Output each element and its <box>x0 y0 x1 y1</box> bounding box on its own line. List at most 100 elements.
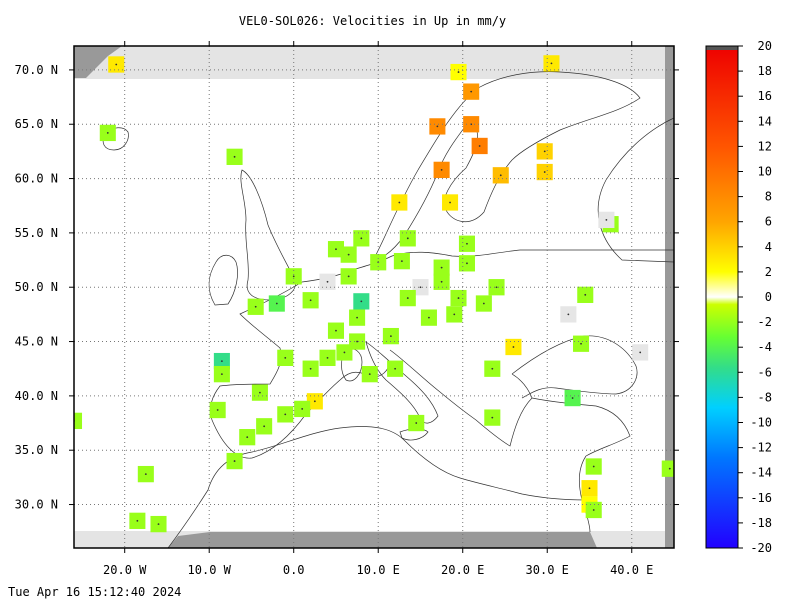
colorbar-tick-label: 10 <box>758 165 772 179</box>
gnss-station-marker <box>482 302 485 305</box>
lon-tick-label: 30.0 E <box>526 563 569 577</box>
gnss-station-marker <box>478 145 481 147</box>
gnss-station-marker <box>406 237 409 240</box>
colorbar-tick-label: -14 <box>750 466 772 480</box>
colorbar-tick-label: 12 <box>758 139 772 153</box>
colorbar-tick-label: 2 <box>765 265 772 279</box>
gnss-station-marker <box>233 155 236 158</box>
gnss-station-marker <box>440 280 443 283</box>
gnss-station-marker <box>415 422 418 424</box>
gnss-station-marker <box>592 465 595 468</box>
gnss-station-marker <box>254 305 257 308</box>
gnss-station-marker <box>419 286 422 289</box>
gnss-station-marker <box>157 523 160 525</box>
lon-tick-label: 20.0 E <box>441 563 484 577</box>
gnss-station-marker <box>246 436 249 439</box>
lon-tick-label: 10.0 E <box>357 563 400 577</box>
gnss-station-marker <box>639 351 642 354</box>
gnss-station-marker <box>136 519 139 522</box>
north-africa-coast <box>167 426 587 548</box>
gnss-station-marker <box>313 400 316 403</box>
lat-tick-label: 50.0 N <box>15 280 58 294</box>
gnss-station-marker <box>326 280 329 283</box>
colorbar-tick-label: -16 <box>750 491 772 505</box>
gnss-station-marker <box>360 300 363 303</box>
lat-tick-label: 45.0 N <box>15 335 58 349</box>
map-background <box>74 46 674 548</box>
gnss-station-marker <box>356 340 358 343</box>
western-europe-coast <box>210 281 391 459</box>
lat-tick-label: 65.0 N <box>15 117 58 131</box>
velocity-cell <box>74 412 83 430</box>
gnss-station-marker <box>491 367 494 370</box>
axis-ticks: 20.0 W 10.0 W 0.0 10.0 E 20.0 E 30.0 E 40.0 E 7… <box>15 41 679 577</box>
gnss-station-marker <box>457 297 460 299</box>
gnss-station-marker <box>326 356 329 359</box>
gnss-station-marker <box>543 171 546 173</box>
land-masses <box>74 46 674 548</box>
gnss-station-marker <box>495 286 498 289</box>
lon-tick-label: 0.0 <box>283 563 305 577</box>
gnss-station-marker <box>440 266 443 269</box>
map-title: VEL0-SOL026: Velocities in Up in mm/y <box>238 14 507 28</box>
lon-tick-label: 10.0 W <box>188 563 232 577</box>
colorbar-tick-label: -4 <box>758 340 772 354</box>
gnss-station-marker <box>284 356 287 359</box>
russia-coast <box>597 117 674 263</box>
colorbar: 20181614121086420-2-4-6-8-10-12-14-16-18… <box>705 39 772 555</box>
arctic-band <box>74 46 674 79</box>
gnss-station-marker <box>259 391 261 394</box>
gnss-station-marker <box>233 460 236 462</box>
colorbar-tick-label: 4 <box>765 240 772 254</box>
gnss-station-marker <box>588 487 591 490</box>
colorbar-tick-label: 6 <box>765 215 772 229</box>
gnss-station-marker <box>347 253 350 256</box>
gnss-station-marker <box>343 351 346 354</box>
gnss-station-marker <box>668 467 671 470</box>
gnss-station-marker <box>543 150 546 153</box>
gnss-station-marker <box>106 132 109 134</box>
iceland-coast <box>102 127 129 151</box>
lat-tick-label: 30.0 N <box>15 498 58 512</box>
gnss-station-marker <box>335 329 337 332</box>
gnss-station-marker <box>466 262 468 265</box>
baltic-south-coast <box>301 249 674 283</box>
velocity-cells <box>74 55 674 533</box>
gnss-station-marker <box>390 335 392 338</box>
lat-tick-label: 40.0 N <box>15 389 58 403</box>
colorbar-tick-label: -12 <box>750 441 772 455</box>
africa-mainland <box>168 532 597 548</box>
colorbar-tick-label: 16 <box>758 89 772 103</box>
gnss-station-marker <box>571 397 574 399</box>
gnss-station-marker <box>491 416 494 419</box>
gnss-station-marker <box>466 242 468 245</box>
map-gridlines <box>74 46 674 548</box>
lon-tick-label: 40.0 E <box>610 563 653 577</box>
gnss-station-marker <box>428 316 430 319</box>
lat-tick-label: 70.0 N <box>15 63 58 77</box>
lon-tick-label: 20.0 W <box>103 563 147 577</box>
gnss-station-marker <box>512 346 515 348</box>
gnss-station-marker <box>263 425 266 428</box>
east-boundary <box>665 46 674 548</box>
gnss-station-marker <box>406 297 409 299</box>
gnss-station-marker <box>550 62 553 65</box>
gnss-station-marker <box>115 63 118 66</box>
gnss-station-marker <box>220 360 223 363</box>
velocity-cell <box>661 460 674 477</box>
colorbar-tick-label: 8 <box>765 190 772 204</box>
ireland-coast <box>208 254 238 306</box>
balkans-coast <box>389 349 533 447</box>
gnss-station-marker <box>309 367 312 370</box>
colorbar-cap <box>706 46 738 50</box>
gnss-station-marker <box>499 174 502 177</box>
gnss-station-marker <box>144 473 147 476</box>
colorbar-tick-label: 0 <box>765 290 772 304</box>
gnss-station-marker <box>394 367 397 370</box>
gnss-station-marker <box>605 218 608 221</box>
gnss-station-marker <box>449 201 451 204</box>
gnss-station-marker <box>216 409 219 411</box>
colorbar-tick-label: -18 <box>750 516 772 530</box>
corsica-sardinia-coast <box>341 348 363 382</box>
